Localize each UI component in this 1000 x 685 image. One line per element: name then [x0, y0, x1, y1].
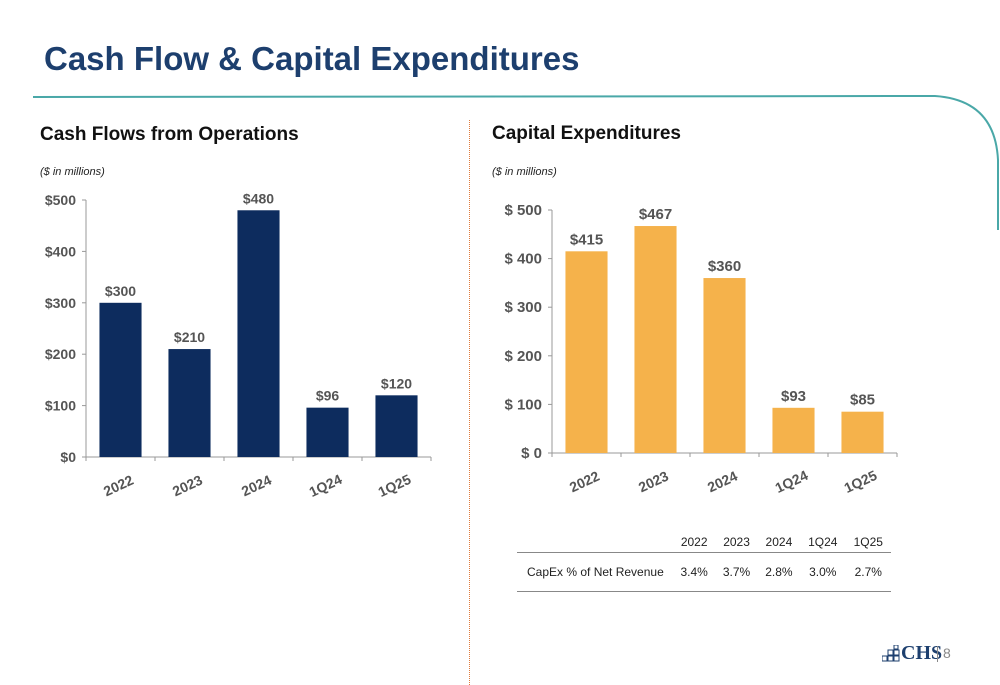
table-header-cell: 2024 [765, 535, 793, 549]
chs-logo-text: CHS [901, 642, 943, 664]
cashflow-y-tick-label: $200 [45, 346, 76, 362]
cashflow-value-label: $480 [243, 190, 274, 206]
capex-value-label: $467 [639, 206, 672, 223]
capex-bar-1q25 [841, 411, 884, 453]
capex-percent-table: 2022 2023 2024 1Q24 1Q25 CapEx % of Net … [517, 532, 891, 592]
cashflow-y-tick-label: $100 [45, 398, 76, 414]
capex-value-label: $360 [708, 258, 741, 275]
cashflow-category-label: 2023 [170, 472, 205, 500]
header-divider-line [32, 94, 999, 230]
capex-y-tick-label: $ 200 [504, 348, 542, 365]
table-header-cell: 2022 [680, 535, 708, 549]
capex-category-label: 2022 [567, 468, 602, 496]
table-cell: 2.7% [845, 552, 891, 592]
cashflow-chart: $0 $100 $200 $300 $400 $500 $300 2022 $210 2023 $4… [45, 190, 432, 500]
capex-category-label: 2024 [705, 468, 740, 496]
cashflow-bar-2022 [99, 302, 142, 457]
page-title: Cash Flow & Capital Expenditures [44, 40, 580, 77]
cashflow-value-label: $300 [105, 283, 136, 299]
capex-chart-title: Capital Expenditures [492, 123, 681, 144]
cashflow-category-label: 1Q25 [375, 471, 413, 500]
cashflow-category-label: 1Q24 [306, 471, 344, 500]
capex-value-label: $93 [781, 388, 806, 405]
cashflow-bar-2024 [237, 210, 280, 457]
cashflow-chart-title: Cash Flows from Operations [40, 124, 299, 145]
table-cell: 3.4% [673, 552, 716, 592]
capex-category-label: 2023 [636, 468, 671, 496]
table-cell: 3.0% [800, 552, 846, 592]
cashflow-y-tick-label: $300 [45, 295, 76, 311]
capex-y-tick-label: $ 400 [504, 251, 542, 268]
capex-y-tick-label: $ 500 [504, 202, 542, 219]
capex-chart: $ 0 $ 100 $ 200 $ 300 $ 400 $ 500 $415 2022 $467… [504, 202, 898, 496]
chs-logo-icon [882, 645, 900, 662]
capex-y-tick-label: $ 300 [504, 299, 542, 316]
capex-y-tick-label: $ 0 [521, 445, 542, 462]
section-divider [469, 120, 470, 685]
cashflow-chart-unit: ($ in millions) [40, 166, 105, 178]
capex-category-label: 1Q24 [772, 467, 810, 496]
capex-bar-2023 [634, 226, 677, 453]
table-cell: 2.8% [757, 552, 801, 592]
table-row-label: CapEx % of Net Revenue [517, 552, 673, 592]
cashflow-value-label: $96 [316, 388, 340, 404]
cashflow-y-tick-label: $0 [60, 449, 76, 465]
cashflow-category-label: 2022 [101, 472, 136, 500]
capex-bar-1q24 [772, 407, 815, 453]
page-number: 8 [943, 645, 951, 661]
cashflow-bar-1q24 [306, 407, 349, 457]
cashflow-category-label: 2024 [239, 472, 274, 500]
capex-chart-unit: ($ in millions) [492, 166, 557, 178]
table-header-cell [517, 532, 673, 553]
capex-category-label: 1Q25 [841, 467, 879, 496]
table-header-row: 2022 2023 2024 1Q24 1Q25 [517, 532, 891, 553]
capex-y-tick-label: $ 100 [504, 396, 542, 413]
table-header-cell: 1Q25 [853, 535, 883, 549]
table-header-cell: 2023 [723, 535, 750, 549]
cashflow-value-label: $210 [174, 329, 205, 345]
capex-bar-2022 [565, 251, 608, 453]
capex-value-label: $85 [850, 392, 875, 409]
logo-separator [937, 646, 938, 662]
cashflow-y-tick-label: $500 [45, 192, 76, 208]
capex-bar-2024 [703, 278, 746, 453]
cashflow-bar-1q25 [375, 395, 418, 457]
table-cell: 3.7% [715, 552, 758, 592]
table-row: CapEx % of Net Revenue 3.4% 3.7% 2.8% 3.… [517, 552, 891, 592]
cashflow-y-tick-label: $400 [45, 243, 76, 259]
cashflow-value-label: $120 [381, 375, 412, 391]
table-header-cell: 1Q24 [808, 535, 838, 549]
cashflow-bar-2023 [168, 349, 211, 457]
capex-value-label: $415 [570, 231, 603, 248]
